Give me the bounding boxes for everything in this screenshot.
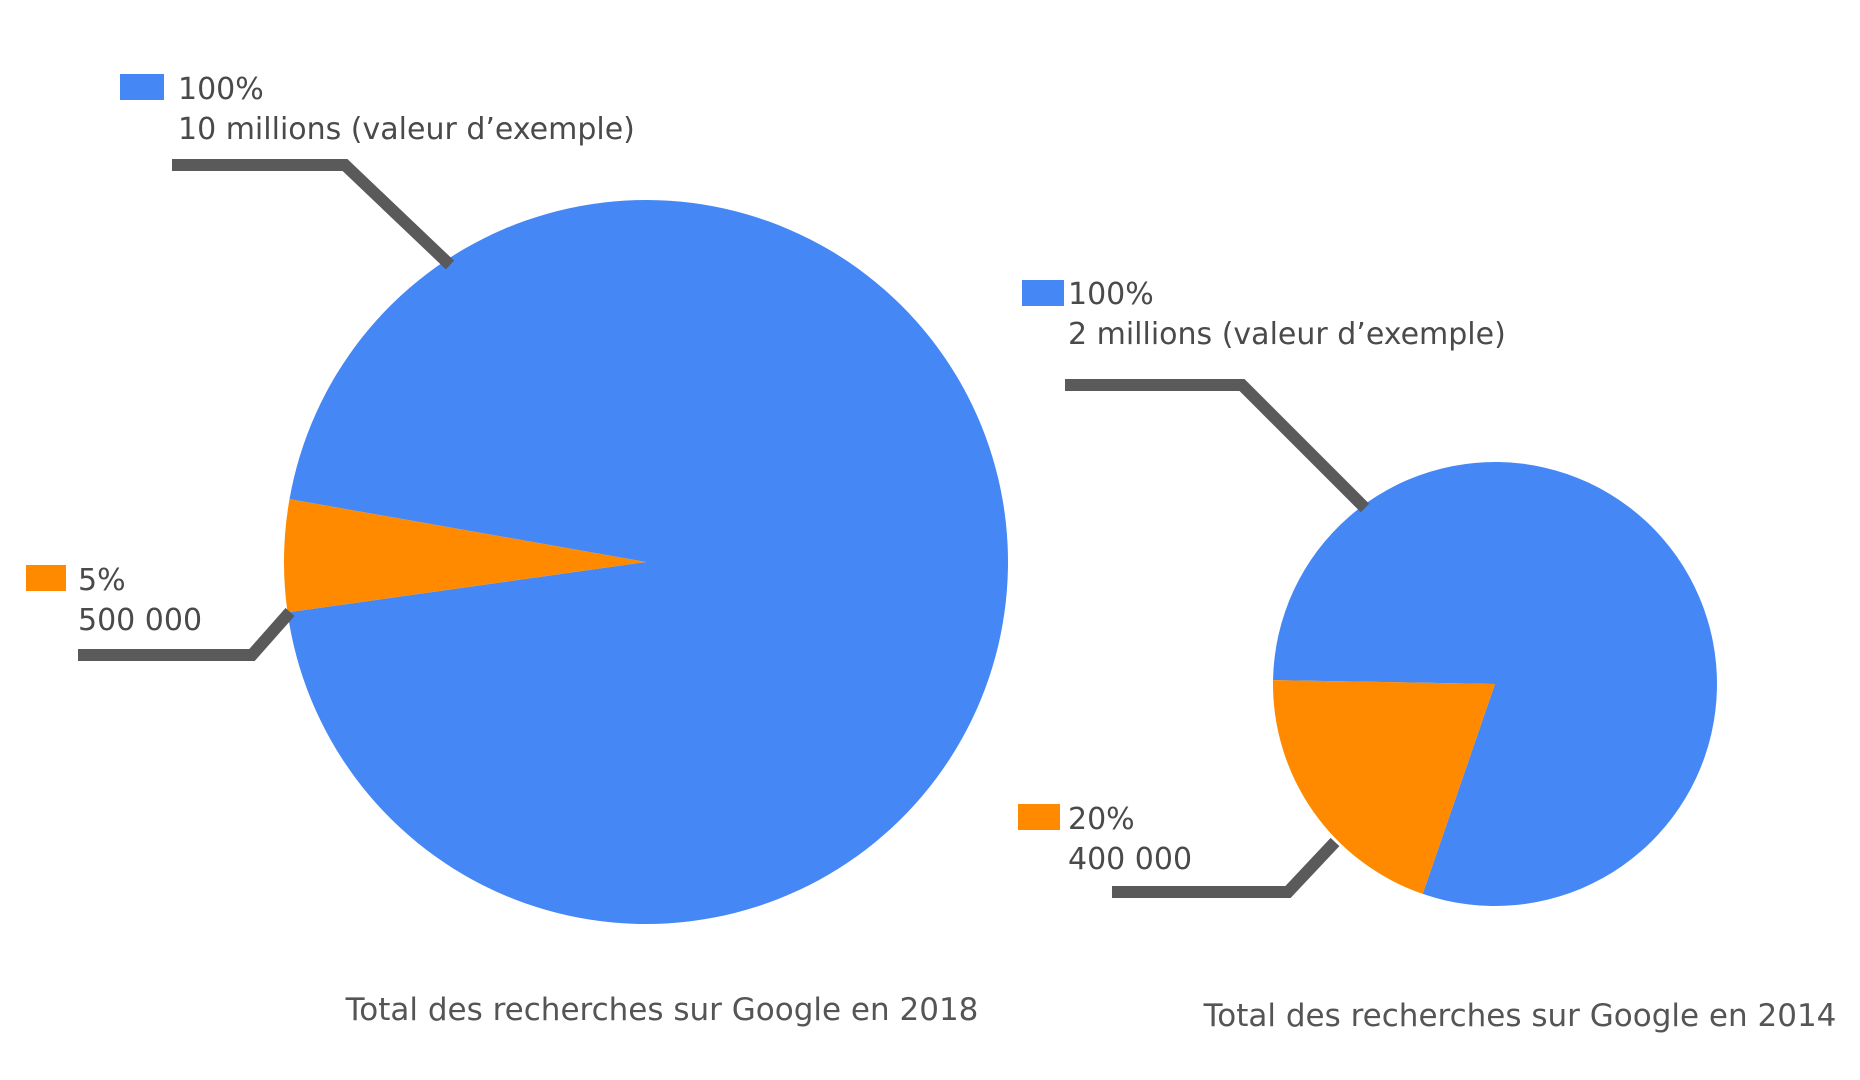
label-2018-total-value: 10 millions (valeur d’exemple) (178, 112, 635, 147)
label-2014-total-percent: 100% (1068, 277, 1154, 312)
pie-chart-2018: 100% 10 millions (valeur d’exemple) 5% 5… (26, 72, 1008, 1028)
pie-slice-2014-total (1273, 462, 1717, 907)
label-2018-part-percent: 5% (78, 563, 126, 598)
pie-slice-2014-part (1272, 680, 1495, 894)
leader-line-2014-part (1112, 837, 1340, 898)
leader-line-2018-part (78, 608, 295, 661)
label-2018-part-value: 500 000 (78, 603, 202, 638)
legend-swatch-2014-total (1022, 280, 1064, 306)
legend-swatch-2018-total (120, 74, 164, 100)
chart-title-2018: Total des recherches sur Google en 2018 (345, 992, 979, 1028)
label-2018-total-percent: 100% (178, 72, 264, 107)
leader-line-2014-total (1065, 379, 1370, 513)
label-2014-part-percent: 20% (1068, 802, 1135, 837)
chart-title-2014: Total des recherches sur Google en 2014 (1203, 998, 1837, 1034)
legend-swatch-2014-part (1018, 804, 1060, 830)
leader-line-2018-total (172, 159, 455, 270)
label-2014-total-value: 2 millions (valeur d’exemple) (1068, 317, 1506, 352)
pie-slice-2018-part (283, 499, 646, 613)
pie-chart-2014: 100% 2 millions (valeur d’exemple) 20% 4… (1018, 277, 1836, 1034)
label-2014-part-value: 400 000 (1068, 842, 1192, 877)
legend-swatch-2018-part (26, 565, 66, 591)
pie-slice-2018-total (287, 200, 1008, 925)
